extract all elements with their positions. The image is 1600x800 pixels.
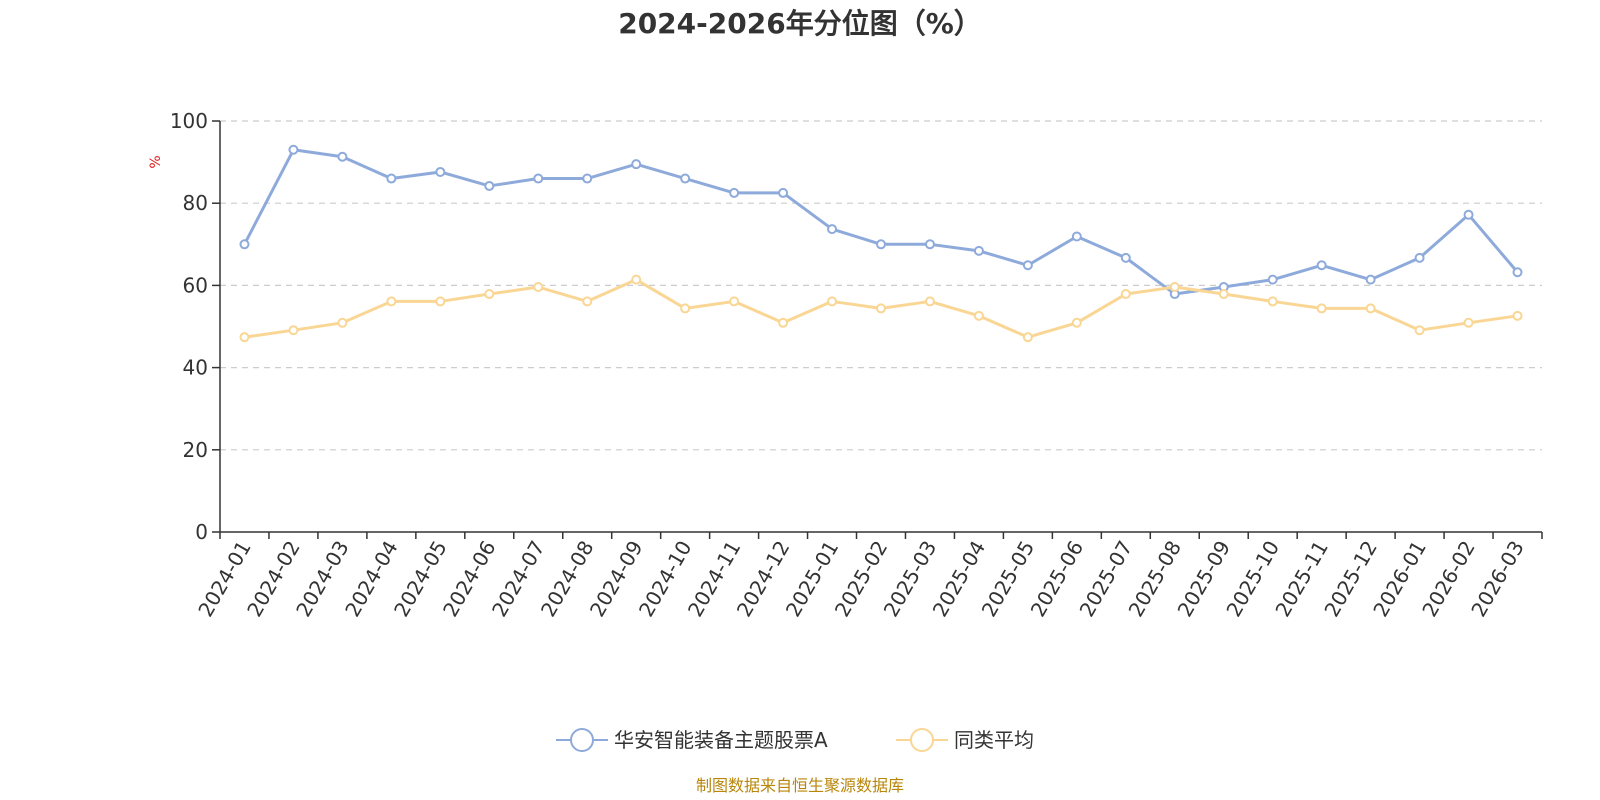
legend: 华安智能装备主题股票A 同类平均 (556, 728, 1034, 752)
y-axis-ticks: 0 20 40 60 80 100 (170, 109, 208, 544)
data-point (1463, 317, 1474, 328)
data-point (680, 303, 691, 314)
legend-marker (910, 728, 934, 752)
data-point (973, 245, 984, 256)
data-point (1267, 274, 1278, 285)
data-point (1267, 296, 1278, 307)
legend-item-2: 同类平均 (896, 728, 1034, 752)
data-point (1414, 325, 1425, 336)
data-point (729, 296, 740, 307)
legend-marker (570, 728, 594, 752)
data-point (876, 303, 886, 314)
axes (212, 120, 1543, 539)
data-point (1169, 282, 1180, 293)
grid-lines (220, 120, 1542, 451)
data-point (1120, 252, 1131, 263)
data-point (1022, 260, 1033, 271)
data-point (239, 332, 250, 343)
data-point (827, 224, 838, 235)
data-point (778, 187, 789, 198)
legend-label: 华安智能装备主题股票A (614, 728, 828, 752)
y-tick-label: 100 (170, 109, 208, 133)
chart-title: 2024-2026年分位图（%） (618, 7, 982, 40)
data-point (876, 239, 886, 250)
data-point (533, 173, 544, 184)
data-point (924, 239, 935, 250)
data-point (729, 187, 740, 198)
data-point (533, 282, 544, 293)
data-point (778, 317, 789, 328)
data-point (386, 173, 397, 184)
data-point (288, 144, 299, 155)
data-point (1071, 317, 1082, 328)
data-point (337, 317, 348, 328)
data-point (484, 289, 495, 300)
data-point (582, 173, 593, 184)
data-point (973, 310, 984, 321)
legend-item-1: 华安智能装备主题股票A (556, 728, 828, 752)
series-2 (239, 274, 1523, 343)
data-point (1512, 310, 1523, 321)
data-point (827, 296, 838, 307)
data-point (288, 325, 299, 336)
y-tick-label: 80 (183, 191, 208, 215)
legend-label: 同类平均 (954, 728, 1034, 752)
data-point (1022, 332, 1033, 343)
y-tick-label: 20 (183, 438, 208, 462)
data-point (484, 180, 495, 191)
data-point (435, 296, 446, 307)
data-point (1512, 267, 1523, 278)
data-point (680, 173, 691, 184)
y-unit-label: % (148, 155, 164, 168)
data-point (631, 274, 642, 285)
data-point (1120, 289, 1131, 300)
x-axis-ticks: 2024-012024-022024-032024-042024-052024-… (193, 537, 1529, 621)
data-point (1071, 231, 1082, 242)
series-1 (239, 144, 1523, 300)
data-point (924, 296, 935, 307)
y-tick-label: 60 (183, 273, 208, 297)
y-tick-label: 40 (183, 356, 208, 380)
data-point (1463, 209, 1474, 220)
series-group (239, 144, 1523, 343)
data-point (435, 166, 446, 177)
data-point (1365, 274, 1376, 285)
data-point (1414, 252, 1425, 263)
data-point (386, 296, 397, 307)
data-point (239, 239, 250, 250)
data-point (582, 296, 593, 307)
data-point (1316, 303, 1327, 314)
data-point (1365, 303, 1376, 314)
source-note: 制图数据来自恒生聚源数据库 (696, 776, 904, 795)
data-point (1316, 260, 1327, 271)
data-point (631, 159, 642, 170)
data-point (1218, 289, 1229, 300)
data-point (337, 151, 348, 162)
y-tick-label: 0 (195, 520, 208, 544)
